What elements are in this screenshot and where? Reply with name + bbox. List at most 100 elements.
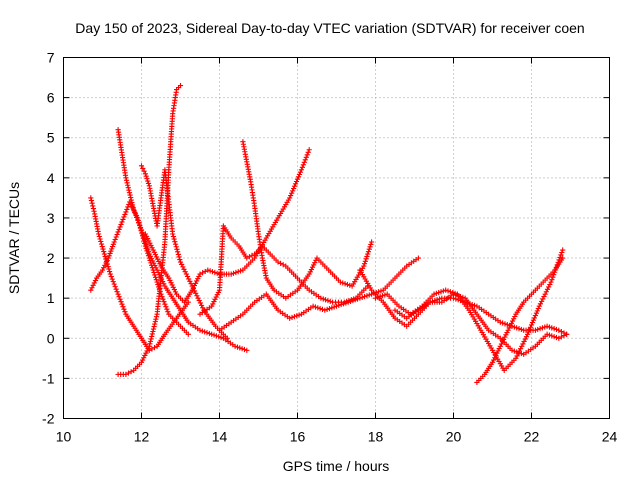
data-point [152, 272, 158, 278]
data-point [287, 195, 293, 201]
data-point [91, 280, 97, 286]
data-point [191, 282, 198, 289]
data-point [211, 332, 217, 338]
data-point [198, 302, 205, 308]
data-point [140, 232, 146, 238]
y-tick-label: 4 [47, 170, 55, 186]
data-point [145, 178, 151, 184]
data-point [343, 300, 349, 306]
data-point [340, 301, 347, 307]
data-point [138, 227, 145, 233]
data-point [507, 323, 513, 329]
data-point [527, 324, 534, 330]
y-tick-label: -1 [42, 370, 55, 386]
data-point [154, 267, 160, 273]
data-point [108, 248, 114, 254]
data-point [113, 286, 119, 292]
data-point [305, 149, 311, 155]
data-point [497, 343, 503, 349]
data-point [325, 297, 331, 304]
data-point [520, 341, 526, 347]
data-point [492, 355, 498, 361]
data-point [177, 259, 184, 265]
data-point [214, 270, 220, 276]
data-point [533, 310, 539, 316]
data-point [123, 175, 129, 181]
data-point [195, 295, 201, 301]
data-point [167, 277, 173, 284]
data-point [138, 359, 145, 365]
data-point [310, 303, 316, 309]
data-point [147, 338, 154, 344]
data-point [150, 247, 156, 253]
data-point [188, 281, 194, 287]
data-point [548, 279, 554, 285]
data-point [133, 212, 139, 218]
data-point [560, 247, 566, 253]
data-point [209, 331, 215, 337]
data-point [345, 299, 351, 305]
data-point [114, 231, 120, 238]
y-tick-label: 7 [47, 50, 55, 66]
data-point [92, 277, 99, 284]
data-point [362, 258, 368, 264]
data-point [521, 338, 527, 345]
data-point [306, 271, 312, 277]
data-point [443, 287, 449, 293]
data-point [551, 326, 557, 332]
data-point [117, 296, 123, 302]
data-point [522, 336, 528, 342]
data-point [287, 315, 293, 321]
data-point [210, 301, 216, 307]
data-point [131, 207, 137, 213]
data-point [363, 256, 369, 262]
data-point [213, 294, 219, 300]
data-point [529, 319, 536, 326]
data-point [497, 319, 503, 325]
data-point [143, 233, 150, 239]
data-point [218, 334, 224, 341]
data-point [124, 180, 130, 186]
data-point [121, 306, 127, 312]
data-point [173, 244, 179, 250]
data-point [147, 240, 153, 246]
data-point [344, 281, 351, 288]
data-point [215, 289, 221, 296]
data-point [172, 239, 178, 245]
data-point [187, 278, 193, 284]
data-point [327, 298, 333, 304]
data-point [136, 222, 143, 228]
series-track-9 [216, 255, 421, 333]
data-point [350, 297, 356, 304]
data-point [415, 255, 421, 261]
data-point [322, 297, 329, 303]
x-tick-label: 16 [290, 429, 306, 445]
data-point [544, 286, 551, 292]
data-point [378, 288, 384, 294]
data-point [337, 279, 343, 285]
data-point [302, 157, 308, 163]
data-point [98, 238, 104, 245]
y-tick-label: 0 [47, 330, 55, 346]
data-point [232, 343, 238, 349]
data-point [528, 322, 535, 328]
data-point [142, 171, 148, 177]
data-point [142, 239, 148, 245]
data-point [365, 249, 372, 255]
data-point [150, 258, 156, 264]
data-point [147, 341, 153, 347]
data-point [530, 317, 537, 323]
data-point [152, 274, 159, 280]
data-point [364, 293, 370, 299]
data-point [539, 325, 546, 331]
data-point [511, 316, 517, 322]
data-point [194, 278, 200, 284]
data-point [502, 321, 508, 327]
data-point [516, 350, 522, 356]
data-point [291, 185, 297, 192]
data-point [303, 154, 309, 160]
data-point [506, 325, 512, 331]
series-track-3 [115, 127, 250, 353]
data-point [118, 221, 124, 228]
data-point [155, 269, 161, 275]
